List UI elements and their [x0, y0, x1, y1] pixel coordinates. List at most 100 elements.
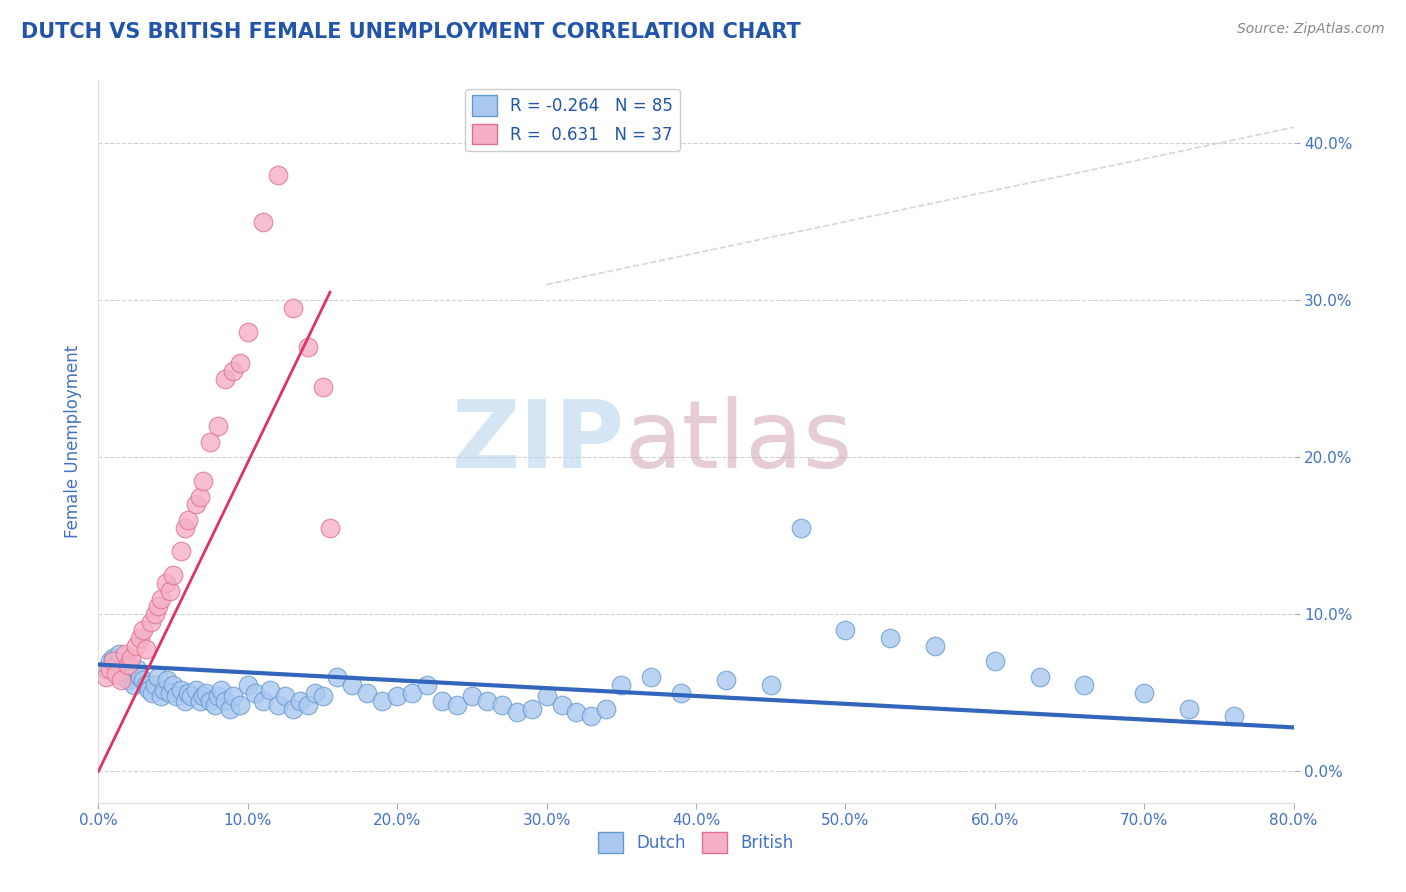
Point — [132, 623, 155, 637]
Point — [148, 670, 170, 684]
Point — [177, 686, 200, 700]
Point — [174, 694, 197, 708]
Point — [150, 591, 173, 606]
Point — [506, 705, 529, 719]
Point — [156, 673, 179, 688]
Point — [1223, 709, 1246, 723]
Point — [759, 678, 782, 692]
Point — [311, 379, 333, 393]
Point — [229, 698, 252, 713]
Point — [103, 651, 125, 665]
Point — [177, 513, 200, 527]
Point — [191, 474, 214, 488]
Point — [200, 694, 222, 708]
Point — [669, 686, 692, 700]
Point — [356, 686, 378, 700]
Point — [169, 544, 191, 558]
Point — [148, 599, 170, 614]
Point — [326, 670, 349, 684]
Text: Source: ZipAtlas.com: Source: ZipAtlas.com — [1237, 22, 1385, 37]
Point — [114, 670, 136, 684]
Point — [143, 607, 166, 622]
Point — [267, 698, 290, 713]
Point — [219, 701, 242, 715]
Point — [105, 667, 128, 681]
Point — [1178, 701, 1201, 715]
Point — [536, 689, 558, 703]
Point — [789, 521, 811, 535]
Point — [120, 651, 142, 665]
Point — [236, 678, 259, 692]
Point — [371, 694, 394, 708]
Point — [120, 667, 142, 681]
Point — [165, 689, 187, 703]
Point — [135, 641, 157, 656]
Point — [595, 701, 617, 715]
Point — [834, 623, 856, 637]
Point — [385, 689, 409, 703]
Point — [191, 689, 214, 703]
Point — [129, 631, 152, 645]
Point — [342, 678, 364, 692]
Point — [159, 583, 181, 598]
Point — [200, 434, 222, 449]
Point — [155, 575, 177, 590]
Point — [281, 701, 304, 715]
Point — [180, 689, 202, 703]
Point — [132, 673, 155, 688]
Point — [446, 698, 468, 713]
Point — [222, 689, 245, 703]
Point — [475, 694, 498, 708]
Point — [169, 682, 191, 697]
Point — [184, 497, 207, 511]
Point — [138, 682, 160, 697]
Point — [430, 694, 453, 708]
Point — [209, 682, 232, 697]
Text: DUTCH VS BRITISH FEMALE UNEMPLOYMENT CORRELATION CHART: DUTCH VS BRITISH FEMALE UNEMPLOYMENT COR… — [21, 22, 801, 42]
Point — [416, 678, 439, 692]
Point — [714, 673, 737, 688]
Y-axis label: Female Unemployment: Female Unemployment — [65, 345, 83, 538]
Point — [222, 364, 245, 378]
Point — [114, 647, 136, 661]
Point — [111, 665, 134, 680]
Point — [195, 686, 218, 700]
Point — [267, 168, 290, 182]
Point — [245, 686, 267, 700]
Point — [127, 662, 149, 676]
Point — [125, 639, 148, 653]
Point — [214, 372, 236, 386]
Point — [236, 325, 259, 339]
Point — [117, 673, 139, 688]
Point — [550, 698, 572, 713]
Point — [98, 662, 122, 676]
Text: ZIP: ZIP — [451, 395, 624, 488]
Point — [94, 670, 117, 684]
Point — [188, 490, 211, 504]
Point — [135, 678, 157, 692]
Point — [150, 689, 173, 703]
Point — [207, 689, 229, 703]
Point — [162, 678, 184, 692]
Point — [94, 662, 117, 676]
Point — [252, 214, 274, 228]
Point — [461, 689, 484, 703]
Point — [174, 521, 197, 535]
Point — [1028, 670, 1050, 684]
Point — [229, 356, 252, 370]
Point — [162, 568, 184, 582]
Point — [143, 678, 166, 692]
Point — [153, 682, 176, 697]
Point — [141, 686, 163, 700]
Point — [207, 418, 229, 433]
Point — [129, 670, 152, 684]
Text: atlas: atlas — [624, 395, 852, 488]
Point — [108, 647, 131, 661]
Point — [297, 698, 319, 713]
Point — [98, 655, 122, 669]
Point — [259, 682, 281, 697]
Point — [1073, 678, 1095, 692]
Point — [274, 689, 297, 703]
Point — [139, 615, 162, 630]
Point — [110, 673, 132, 688]
